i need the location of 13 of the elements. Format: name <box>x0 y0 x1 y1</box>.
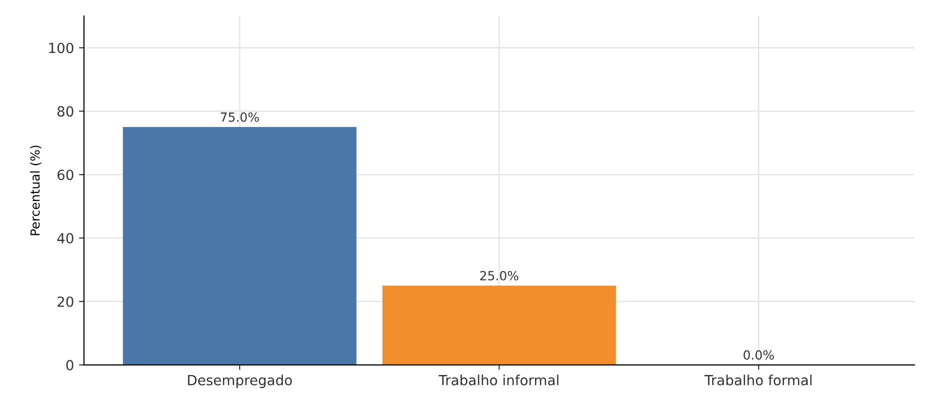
data-label: 0.0% <box>744 350 774 360</box>
x-tick-label: Trabalho formal <box>704 374 812 386</box>
y-tick-label: 0 <box>66 360 74 370</box>
y-axis-title: Percentual (%) <box>30 146 42 236</box>
y-tick-label: 80 <box>58 106 74 117</box>
y-tick-label: 20 <box>58 296 74 307</box>
data-label: 75.0% <box>220 112 259 122</box>
y-tick-label: 100 <box>49 42 74 54</box>
data-label: 25.0% <box>480 270 518 280</box>
y-tick-label: 40 <box>57 233 74 244</box>
y-tick-label: 60 <box>58 170 74 180</box>
x-tick-label: Desempregado <box>188 374 292 388</box>
x-tick-label: Trabalho informal <box>438 374 558 386</box>
